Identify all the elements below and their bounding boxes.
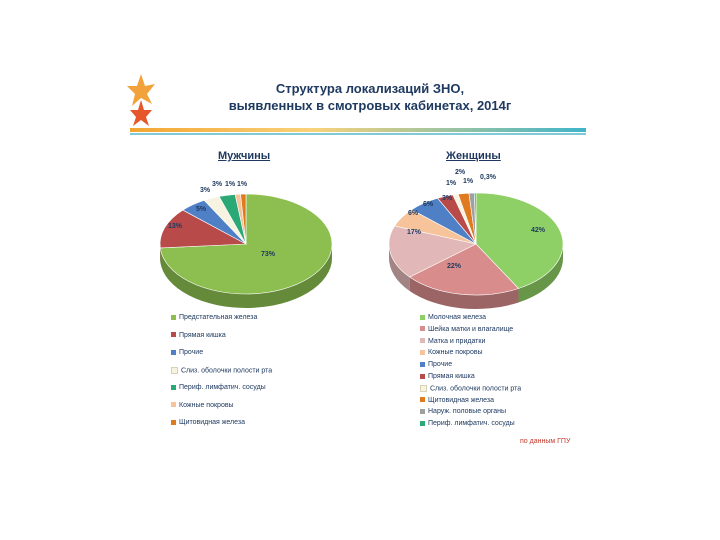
pie-1-side-0 [518, 244, 563, 303]
legend-swatch [420, 326, 425, 332]
legend-swatch [420, 420, 425, 426]
pie-1-slice-2 [388, 225, 477, 278]
pie-1-label-6: 1% [446, 180, 457, 187]
page-title: Структура локализаций ЗНО, выявленных в … [180, 80, 560, 114]
pie-0-label-6: 1% [237, 181, 248, 188]
legend-label: Щитовидная железа [179, 419, 245, 426]
pie-1-label-4: 6% [423, 201, 434, 208]
legend-item: Прочие [420, 361, 452, 368]
page-title-line2: выявленных в смотровых кабинетах, 2014г [228, 98, 512, 113]
legend-item: Прямая кишка [171, 332, 226, 339]
pie-0-slice-1 [159, 209, 248, 249]
legend-swatch [420, 384, 427, 392]
legend-item: Щитовидная железа [171, 419, 245, 426]
legend-label: Молочная железа [428, 314, 486, 321]
legend-item: Предстательная железа [171, 314, 257, 321]
pie-0-label-1: 13% [168, 223, 183, 230]
chart-title-women: Женщины [446, 150, 501, 162]
legend-item: Периф. лимфатич. сосуды [420, 420, 515, 427]
pie-1-label-3: 6% [408, 210, 419, 217]
pie-1-label-5: 3% [442, 195, 453, 202]
legend-label: Кожные покровы [179, 401, 234, 409]
legend-label: Периф. лимфатич. сосуды [179, 384, 266, 391]
legend-swatch [420, 397, 425, 403]
legend-swatch [171, 366, 178, 374]
legend-item: Молочная железа [420, 314, 486, 321]
pie-1-label-7: 2% [455, 169, 466, 176]
pie-0-label-5: 1% [225, 181, 236, 188]
legend-item: Шейка матки и влагалище [420, 326, 513, 333]
legend-swatch [420, 314, 425, 320]
logo-star-icon [127, 74, 155, 126]
legend-label: Прямая кишка [428, 373, 475, 380]
pie-1-slice-0 [475, 192, 564, 289]
legend-item: Матка и придатки [420, 338, 485, 345]
pie-0-label-2: 5% [196, 206, 207, 213]
pie-1-side-1 [409, 276, 519, 309]
legend-label: Шейка матки и влагалище [428, 325, 514, 333]
legend-swatch [171, 332, 176, 338]
legend-item: Наруж. половые органы [420, 408, 506, 415]
pie-1-side-2 [389, 244, 410, 291]
legend-swatch [171, 384, 176, 390]
legend-label: Щитовидная железа [428, 396, 494, 404]
pie-1-label-1: 22% [447, 263, 462, 270]
legend-item: Прямая кишка [420, 373, 475, 380]
legend-swatch [171, 402, 176, 408]
legend-swatch [420, 373, 425, 379]
legend-label: Матка и придатки [428, 337, 486, 345]
legend-swatch [420, 409, 425, 415]
pie-0-side-0 [160, 244, 332, 308]
pie-1-slice-1 [409, 243, 520, 296]
pie-0-label-0: 73% [261, 251, 276, 258]
legend-item: Периф. лимфатич. сосуды [171, 384, 266, 391]
pie-1-label-9: 0,3% [480, 174, 497, 181]
pie-1-slice-9 [474, 192, 477, 245]
legend-label: Наруж. половые органы [428, 408, 507, 416]
legend-item: Кожные покровы [420, 349, 483, 356]
legend-item: Прочие [171, 349, 203, 356]
legend-item: Слиз. оболочки полости рта [171, 366, 273, 374]
pie-1-label-8: 1% [463, 178, 474, 185]
pie-0: 73%13%5%3%3% 1% 1% [159, 181, 333, 308]
source-note: по данным ГПУ [520, 438, 571, 445]
legend-item: Слиз. оболочки полости рта [420, 384, 522, 393]
legend-swatch [171, 349, 176, 355]
legend-swatch [171, 419, 176, 425]
legend-label: Периф. лимфатич. сосуды [428, 420, 515, 428]
legend-swatch [420, 338, 425, 344]
page-title-line1: Структура локализаций ЗНО, [275, 81, 465, 96]
pie-0-slice-6 [240, 193, 247, 245]
pie-1: 42% 22% 17% 6% 6% 3% 1% 2% 1% 0,3% [388, 169, 564, 309]
legend-label: Кожные покровы [428, 349, 483, 357]
legend-label: Прямая кишка [179, 331, 226, 339]
legend-swatch [171, 314, 176, 320]
legend-item: Щитовидная железа [420, 397, 494, 404]
pie-0-label-4: 3% [212, 181, 223, 188]
header-divider [130, 128, 586, 132]
legend-item: Кожные покровы [171, 402, 234, 409]
legend-label: Слиз. оболочки полости рта [181, 366, 273, 374]
legend-swatch [420, 350, 425, 356]
header-divider-thin [130, 133, 586, 135]
legend-label: Предстательная железа [179, 314, 258, 321]
legend-label: Прочие [179, 349, 204, 356]
legend-label: Слиз. оболочки полости рта [430, 385, 522, 393]
chart-title-men: Мужчины [218, 150, 271, 162]
pie-1-label-2: 17% [407, 229, 422, 236]
pie-0-label-3: 3% [200, 187, 211, 194]
legend-swatch [420, 361, 425, 367]
pie-1-label-0: 42% [531, 227, 546, 234]
legend-label: Прочие [428, 361, 453, 369]
